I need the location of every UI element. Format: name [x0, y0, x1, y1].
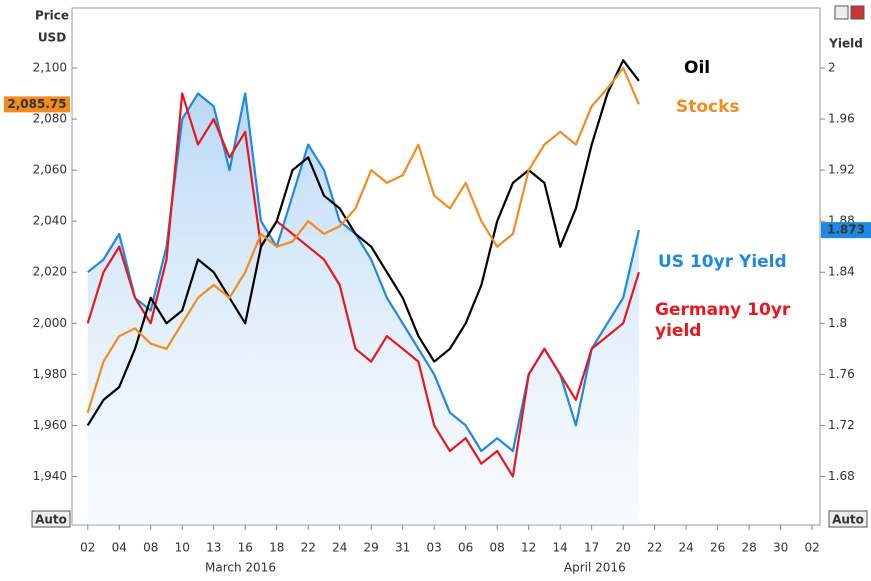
- last-value-label: 1.873: [827, 223, 865, 237]
- x-tick-label: 24: [332, 541, 347, 555]
- x-tick-label: 24: [679, 541, 694, 555]
- x-tick-label: 26: [710, 541, 725, 555]
- y2-axis-label: Yield: [828, 37, 863, 51]
- x-tick-label: 06: [458, 541, 473, 555]
- x-tick-label: 10: [175, 541, 190, 555]
- y-tick-label: 1,960: [33, 418, 67, 432]
- auto-button-label[interactable]: Auto: [35, 513, 67, 527]
- x-tick-label: 16: [238, 541, 253, 555]
- y2-tick-label: 1.92: [828, 163, 855, 177]
- y-tick-label: 1,940: [33, 469, 67, 483]
- series-line: [86, 66, 640, 414]
- auto-button-label[interactable]: Auto: [832, 513, 864, 527]
- y2-tick-label: 1.72: [828, 418, 855, 432]
- x-tick-label: 18: [269, 541, 284, 555]
- x-tick-label: 12: [521, 541, 536, 555]
- x-tick-label: 02: [80, 541, 95, 555]
- x-tick-label: 03: [427, 541, 442, 555]
- y-tick-label: 2,020: [33, 265, 67, 279]
- y2-tick-label: 1.76: [828, 367, 855, 381]
- month-label: April 2016: [564, 561, 626, 575]
- auto-button[interactable]: [31, 510, 71, 528]
- x-tick-label: 29: [364, 541, 379, 555]
- last-value-label: 2,085.75: [7, 97, 66, 111]
- last-value-badge: [4, 96, 70, 113]
- x-tick-label: 31: [395, 541, 410, 555]
- x-tick-label: 28: [741, 541, 756, 555]
- y-axis-label: USD: [38, 31, 66, 45]
- y2-tick-label: 1.8: [828, 316, 847, 330]
- x-tick-label: 17: [584, 541, 599, 555]
- series-line: [86, 92, 640, 478]
- x-tick-label: 04: [112, 541, 127, 555]
- x-tick-label: 14: [553, 541, 568, 555]
- y2-tick-label: 1.96: [828, 112, 855, 126]
- x-tick-label: 02: [804, 541, 819, 555]
- last-value-badge: [821, 222, 871, 239]
- series-label: US 10yr Yield: [658, 252, 787, 272]
- series-label: Stocks: [676, 97, 740, 117]
- series-line: [86, 59, 640, 426]
- series-label: Oil: [684, 58, 711, 78]
- y-tick-label: 2,060: [33, 163, 67, 177]
- month-label: March 2016: [205, 561, 276, 575]
- y-tick-label: 2,040: [33, 214, 67, 228]
- close-icon[interactable]: [850, 5, 865, 20]
- y-axis-label: Price: [35, 9, 69, 23]
- series-label: Germany 10yr yield: [655, 300, 791, 341]
- x-tick-label: 30: [773, 541, 788, 555]
- y-tick-label: 2,100: [33, 60, 67, 74]
- x-tick-label: 22: [301, 541, 316, 555]
- y-tick-label: 2,000: [33, 316, 67, 330]
- y2-tick-label: 1.68: [828, 469, 855, 483]
- x-tick-label: 22: [647, 541, 662, 555]
- y2-tick-label: 1.84: [828, 265, 855, 279]
- y2-tick-label: 2: [828, 60, 836, 74]
- x-tick-label: 13: [206, 541, 221, 555]
- x-tick-label: 20: [616, 541, 631, 555]
- window-icon[interactable]: [834, 5, 849, 20]
- series-area: [87, 93, 639, 525]
- y-tick-label: 2,080: [33, 112, 67, 126]
- y-tick-label: 1,980: [33, 367, 67, 381]
- x-tick-label: 08: [490, 541, 505, 555]
- x-tick-label: 08: [143, 541, 158, 555]
- auto-button[interactable]: [828, 510, 868, 528]
